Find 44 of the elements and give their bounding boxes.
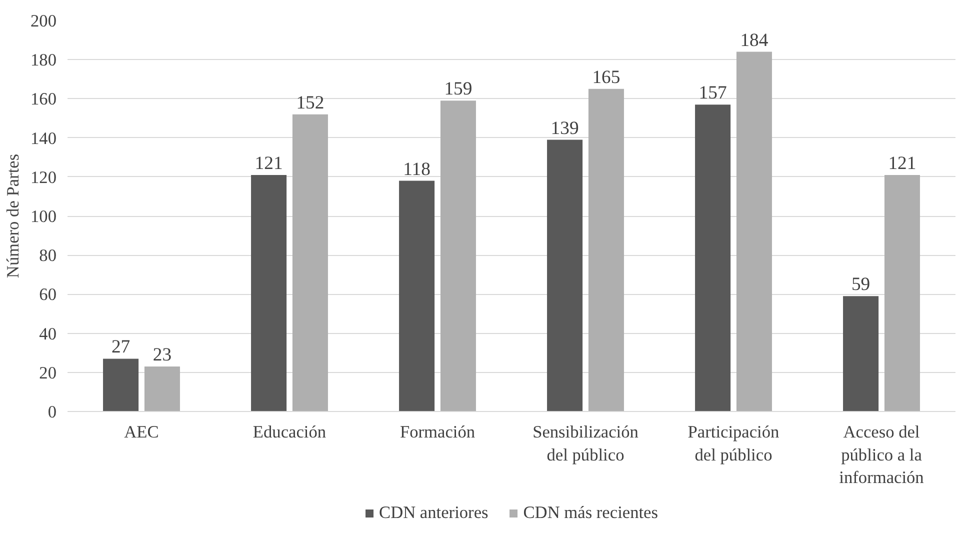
legend-label: CDN anteriores	[379, 502, 488, 522]
x-tick-label: Acceso del público a la información	[839, 422, 924, 488]
legend-label: CDN más recientes	[523, 502, 658, 522]
bar	[736, 52, 772, 412]
bar	[547, 140, 583, 412]
data-label: 121	[888, 152, 916, 174]
y-tick-label: 100	[30, 207, 57, 226]
x-tick-label: Participación del público	[688, 422, 780, 464]
y-axis-title: Número de Partes	[4, 154, 23, 278]
data-label: 121	[254, 152, 283, 174]
y-tick-label: 40	[39, 324, 56, 344]
x-tick-label: Formación	[400, 422, 476, 442]
y-tick-label: 140	[30, 128, 57, 148]
y-tick-label: 180	[30, 50, 57, 70]
y-tick-label: 0	[48, 402, 57, 422]
bar	[440, 100, 476, 412]
bar	[292, 114, 328, 412]
data-label: 157	[698, 82, 727, 104]
y-tick-label: 160	[30, 90, 57, 109]
y-tick-label: 20	[39, 363, 56, 382]
bar	[884, 174, 920, 412]
bar	[103, 358, 139, 412]
bar	[399, 180, 435, 412]
data-label: 152	[296, 92, 324, 114]
bar	[843, 296, 879, 412]
bar	[251, 174, 287, 412]
data-label: 118	[403, 158, 430, 180]
x-tick-label: Sensibilización del público	[532, 422, 639, 464]
data-label: 27	[111, 336, 130, 358]
data-label: 165	[592, 66, 620, 88]
y-tick-label: 120	[30, 168, 57, 187]
y-tick-label: 80	[39, 246, 56, 266]
x-tick-label: Educación	[252, 422, 326, 442]
data-label: 23	[152, 344, 172, 366]
bar	[695, 104, 731, 412]
y-tick-label: 60	[39, 285, 56, 304]
data-label: 159	[444, 78, 472, 100]
data-label: 59	[851, 274, 870, 296]
data-label: 184	[740, 30, 769, 51]
x-tick-label: AEC	[124, 422, 159, 442]
data-label: 139	[550, 118, 579, 139]
y-tick-label: 200	[30, 12, 57, 30]
bar	[144, 366, 180, 412]
bar	[588, 88, 624, 412]
